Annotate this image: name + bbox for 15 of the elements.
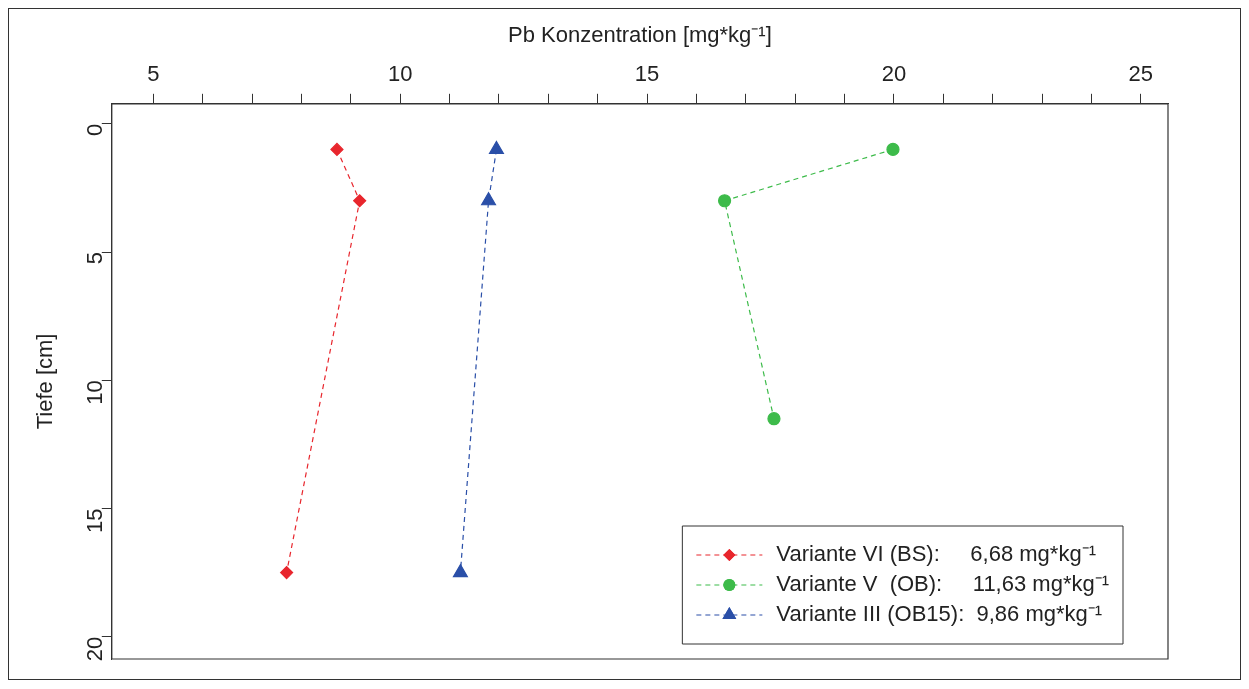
y-axis-title: Tiefe [cm] bbox=[32, 333, 58, 430]
legend-label: Variante VI (BS): 6,68 mg*kg⁻¹ bbox=[776, 541, 1096, 567]
x-axis-title: Pb Konzentration [mg*kg⁻¹] bbox=[507, 22, 772, 48]
y-tick-label: 5 bbox=[81, 252, 107, 265]
x-tick-label: 20 bbox=[881, 60, 907, 86]
x-tick-label: 10 bbox=[387, 60, 413, 86]
y-tick-label: 15 bbox=[81, 508, 107, 533]
legend-label: Variante V (OB): 11,63 mg*kg⁻¹ bbox=[776, 571, 1110, 597]
x-tick-label: 15 bbox=[634, 60, 660, 86]
y-tick-label: 20 bbox=[81, 636, 107, 662]
x-tick-label: 25 bbox=[1128, 60, 1154, 86]
legend-label: Variante III (OB15): 9,86 mg*kg⁻¹ bbox=[776, 601, 1103, 627]
y-tick-label: 0 bbox=[81, 123, 107, 137]
x-tick-label: 5 bbox=[147, 60, 160, 86]
y-tick-label: 10 bbox=[81, 380, 107, 405]
